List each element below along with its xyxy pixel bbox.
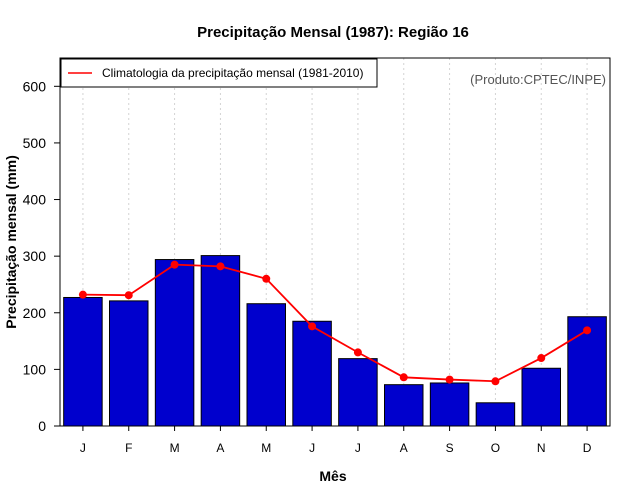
x-tick-label: A <box>400 441 408 455</box>
climatology-point <box>445 375 454 384</box>
bar <box>429 382 470 427</box>
y-tick-label: 600 <box>23 78 47 94</box>
y-axis-label: Precipitação mensal (mm) <box>3 155 19 329</box>
climatology-point <box>583 326 592 335</box>
climatology-point <box>308 322 317 331</box>
y-tick-label: 500 <box>23 135 47 151</box>
bar <box>521 367 561 427</box>
x-tick-label: M <box>170 441 180 455</box>
chart-title: Precipitação Mensal (1987): Região 16 <box>197 24 469 41</box>
x-tick-label: S <box>446 441 454 455</box>
y-tick-label: 300 <box>23 248 47 264</box>
x-tick-label: N <box>537 441 546 455</box>
x-tick-label: J <box>80 441 86 455</box>
climatology-line <box>82 263 588 383</box>
y-tick-label: 100 <box>23 361 47 377</box>
x-tick-label: D <box>583 441 592 455</box>
y-tick-label: 200 <box>23 305 47 321</box>
x-tick-label: J <box>355 441 361 455</box>
bar <box>338 358 378 427</box>
bar <box>567 316 607 427</box>
climatology-point <box>216 262 225 271</box>
x-axis-label: Mês <box>319 468 346 484</box>
y-tick-label: 400 <box>23 192 47 208</box>
climatology-series <box>78 260 592 386</box>
legend-entry-climatology: Climatologia da precipitação mensal (198… <box>102 66 363 80</box>
climatology-point <box>78 290 87 299</box>
y-axis: 0 100 200 300 400 500 600 <box>23 78 60 434</box>
bar <box>154 259 195 427</box>
climatology-point <box>353 348 362 357</box>
x-tick-label: O <box>491 441 500 455</box>
bar <box>246 303 286 427</box>
legend: Climatologia da precipitação mensal (198… <box>60 58 378 88</box>
bar <box>292 320 332 427</box>
x-tick-label: F <box>125 441 132 455</box>
bar <box>109 300 149 427</box>
source-annotation: (Produto:CPTEC/INPE) <box>470 72 606 87</box>
climatology-point <box>262 274 271 283</box>
legend-box <box>60 58 378 88</box>
bar <box>384 384 424 427</box>
x-tick-label: J <box>309 441 315 455</box>
y-tick-label: 0 <box>38 418 46 434</box>
x-tick-label: A <box>216 441 224 455</box>
bar <box>475 402 516 427</box>
climatology-point <box>399 373 408 382</box>
bar-series <box>63 255 607 427</box>
climatology-point <box>537 354 546 363</box>
climatology-point <box>170 260 179 269</box>
x-tick-label: M <box>261 441 271 455</box>
bar <box>63 296 103 427</box>
climatology-point <box>124 291 133 300</box>
bar <box>200 255 241 427</box>
plot-frame <box>59 57 611 427</box>
climatology-point <box>491 377 500 386</box>
